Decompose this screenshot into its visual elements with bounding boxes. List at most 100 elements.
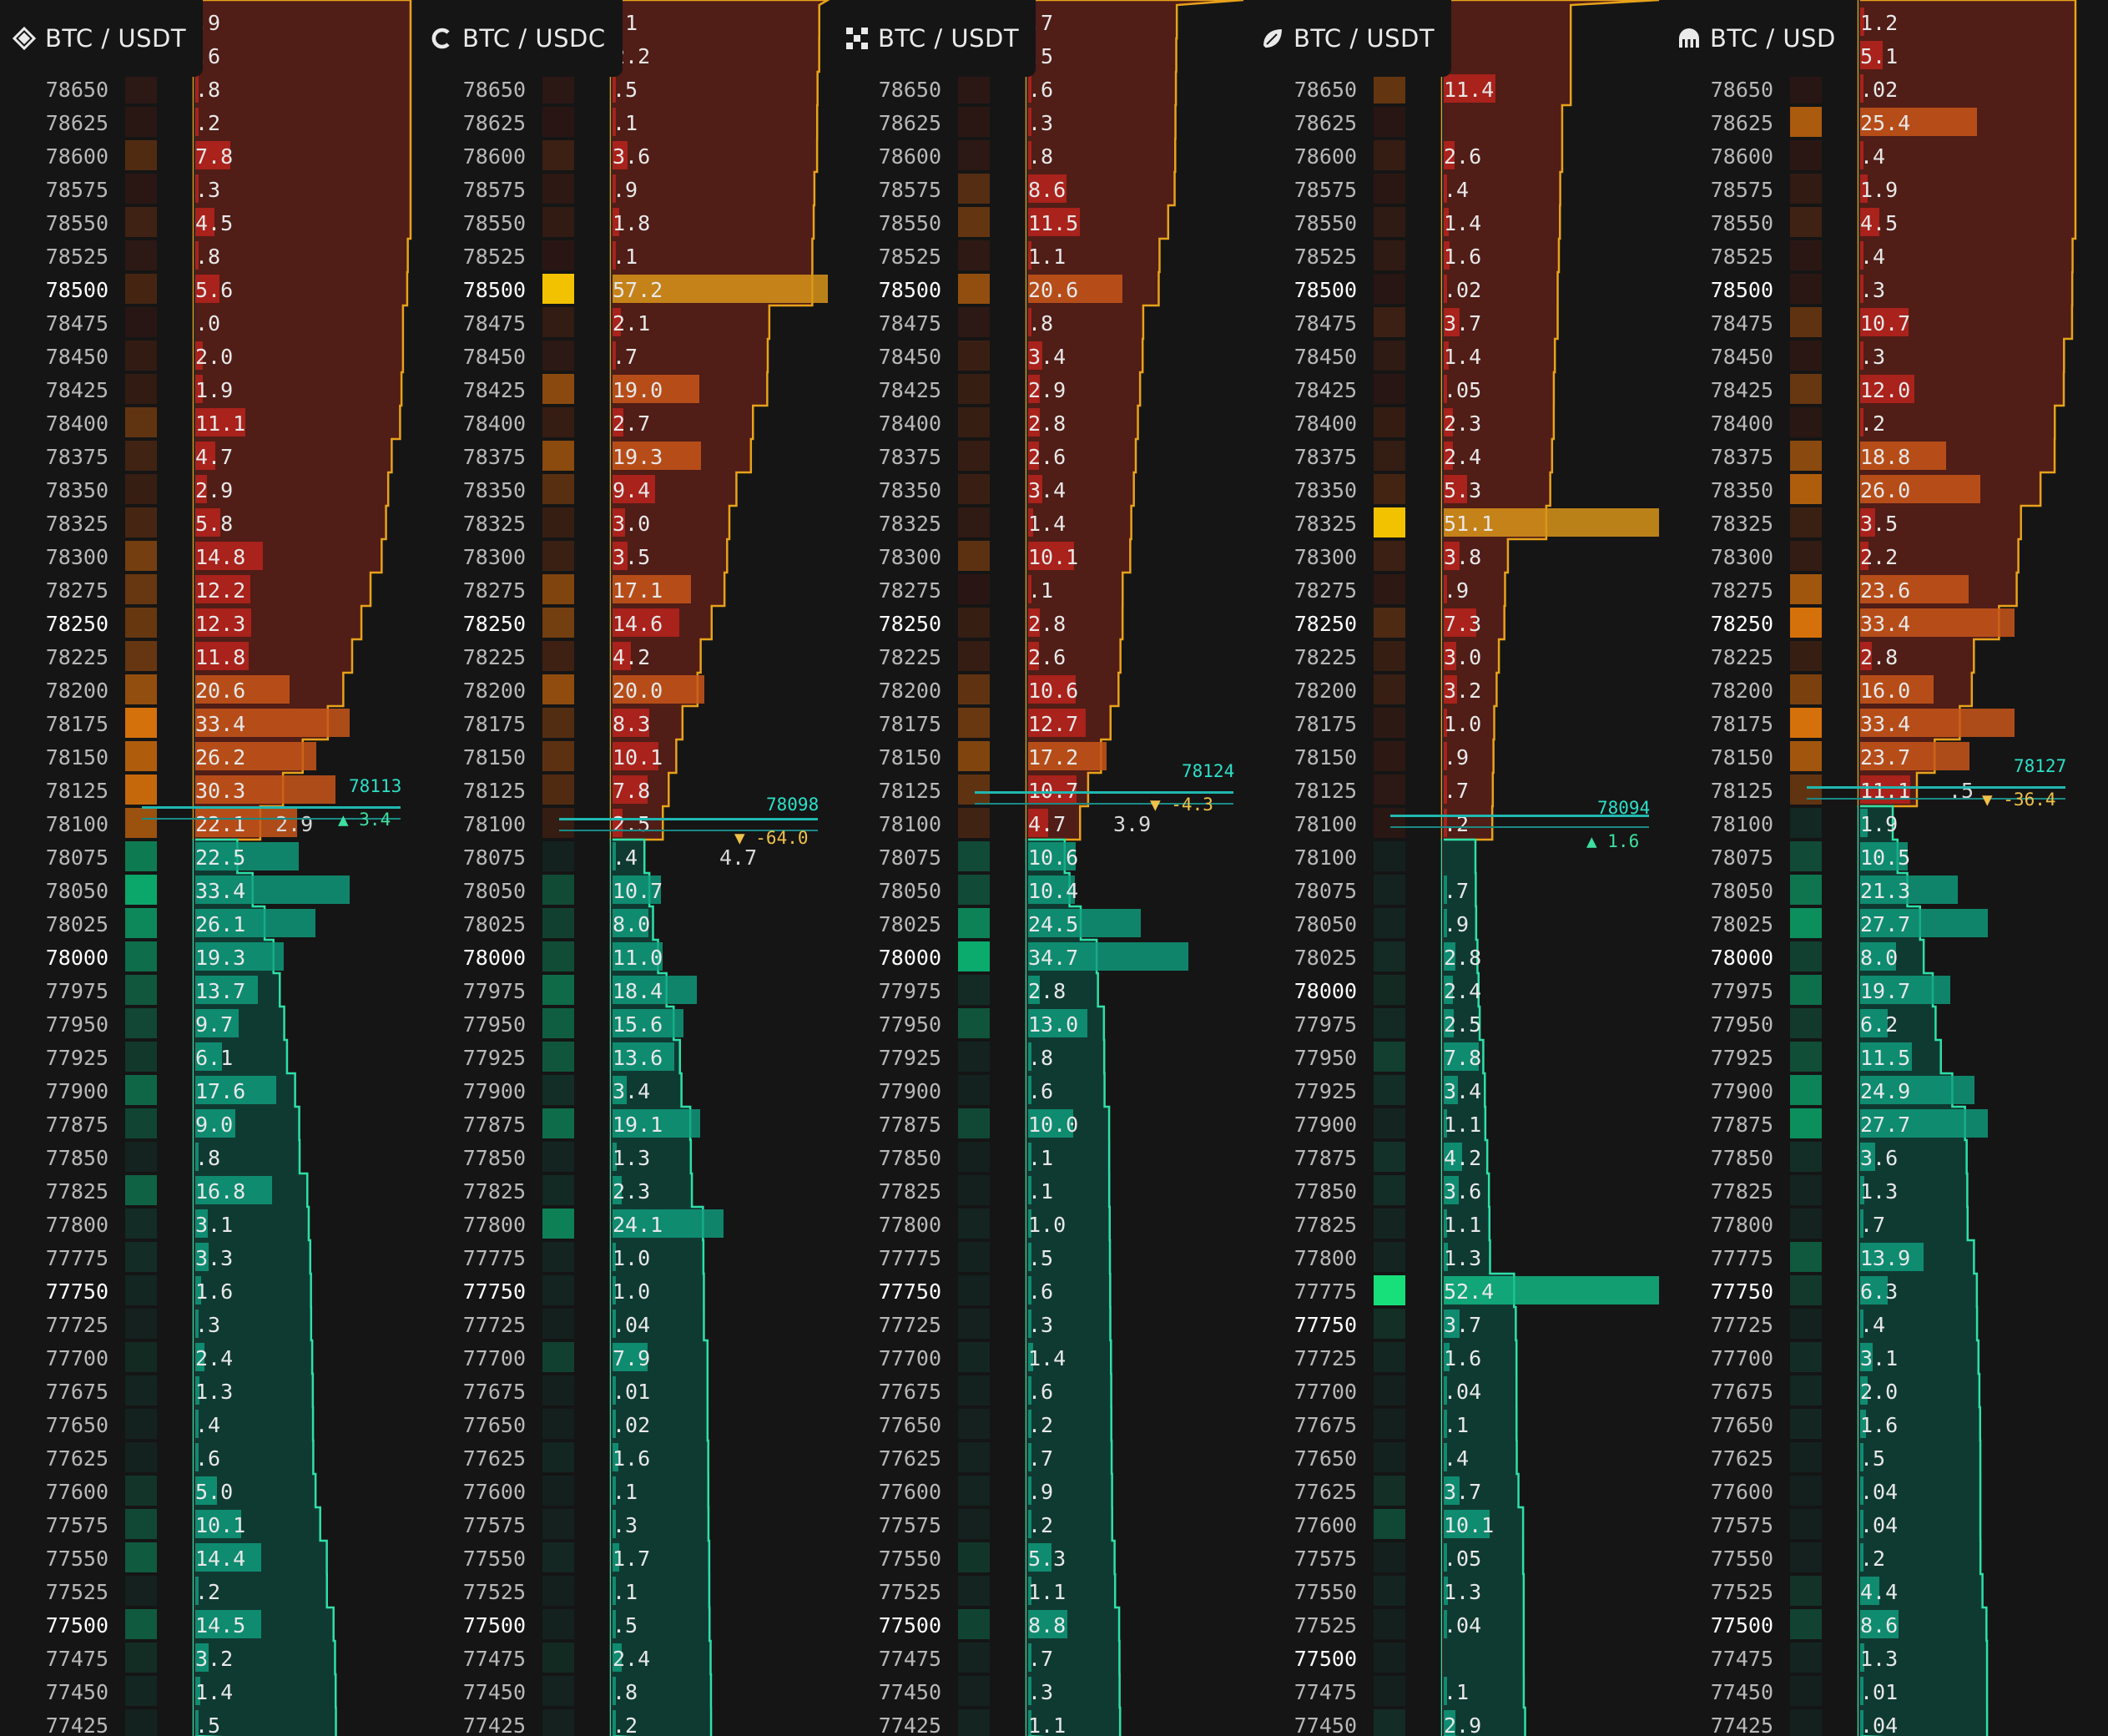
ask-level-row[interactable]: 78225 2.8 xyxy=(1665,639,2080,673)
bid-level-row[interactable]: 78050 .9 xyxy=(1248,906,1664,940)
bid-level-row[interactable]: 77525 .1 xyxy=(417,1574,833,1607)
ask-level-row[interactable]: 78325 3.0 xyxy=(417,506,833,539)
ask-level-row[interactable]: 78275 12.2 xyxy=(0,573,416,606)
bid-level-row[interactable]: 77675 2.0 xyxy=(1665,1374,2080,1407)
bid-level-row[interactable]: 78025 27.7 xyxy=(1665,906,2080,940)
bid-level-row[interactable]: 77550 14.4 xyxy=(0,1541,416,1574)
ask-level-row[interactable]: 78350 5.3 xyxy=(1248,472,1664,506)
bid-level-row[interactable]: 77825 16.8 xyxy=(0,1173,416,1207)
bid-level-row[interactable]: 78050 10.7 xyxy=(417,873,833,906)
bid-level-row[interactable]: 77925 .8 xyxy=(833,1040,1248,1073)
bid-level-row[interactable]: 77550 1.3 xyxy=(1248,1574,1664,1607)
bid-level-row[interactable]: 77975 2.8 xyxy=(833,973,1248,1007)
ask-level-row[interactable]: 78425 1.9 xyxy=(0,372,416,406)
ask-level-row[interactable]: 78175 1.0 xyxy=(1248,706,1664,739)
ask-level-row[interactable]: 78125 30.3 xyxy=(0,773,416,806)
bid-level-row[interactable]: 77450 1.4 xyxy=(0,1674,416,1708)
bid-level-row[interactable]: 77750 6.3 xyxy=(1665,1274,2080,1307)
bid-level-row[interactable]: 77525 4.4 xyxy=(1665,1574,2080,1607)
ask-level-row[interactable]: 78400 2.3 xyxy=(1248,406,1664,439)
bid-level-row[interactable]: 77625 .5 xyxy=(1665,1441,2080,1474)
ask-level-row[interactable]: 78600 7.8 xyxy=(0,139,416,172)
bid-level-row[interactable]: 78000 34.7 xyxy=(833,940,1248,973)
ask-level-row[interactable]: 78525 1.1 xyxy=(833,239,1248,272)
bid-level-row[interactable]: 77675 .1 xyxy=(1248,1407,1664,1441)
ask-level-row[interactable]: 78200 16.0 xyxy=(1665,673,2080,706)
bid-level-row[interactable]: 77850 3.6 xyxy=(1665,1140,2080,1173)
bid-level-row[interactable]: 77825 2.3 xyxy=(417,1173,833,1207)
bid-level-row[interactable]: 77625 1.6 xyxy=(417,1441,833,1474)
ask-level-row[interactable]: 78650 .02 xyxy=(1665,72,2080,105)
bid-level-row[interactable]: 77700 7.9 xyxy=(417,1340,833,1374)
bid-level-row[interactable]: 77975 19.7 xyxy=(1665,973,2080,1007)
bid-level-row[interactable]: 78000 19.3 xyxy=(0,940,416,973)
bid-level-row[interactable]: 77475 .7 xyxy=(833,1641,1248,1674)
bid-level-row[interactable]: 77550 .2 xyxy=(1665,1541,2080,1574)
bid-level-row[interactable]: 77475 .1 xyxy=(1248,1674,1664,1708)
ask-level-row[interactable]: 78125 7.8 xyxy=(417,773,833,806)
bid-level-row[interactable]: 77500 8.8 xyxy=(833,1607,1248,1641)
orderbook-panel[interactable]: 78700.1786752.278650.578625.1786003.6785… xyxy=(417,0,833,1736)
ask-level-row[interactable]: 78375 2.6 xyxy=(833,439,1248,472)
pair-header[interactable]: BTC / USD xyxy=(1665,0,1853,77)
ask-level-row[interactable]: 78275 17.1 xyxy=(417,573,833,606)
bid-level-row[interactable]: 77450 2.9 xyxy=(1248,1708,1664,1736)
ask-level-row[interactable]: 78525 .8 xyxy=(0,239,416,272)
ask-level-row[interactable]: 78275 .9 xyxy=(1248,573,1664,606)
ask-level-row[interactable]: 78600 3.6 xyxy=(417,139,833,172)
ask-level-row[interactable]: 78375 2.4 xyxy=(1248,439,1664,472)
ask-level-row[interactable]: 78625 xyxy=(1248,105,1664,139)
ask-level-row[interactable]: 78650 11.4 xyxy=(1248,72,1664,105)
ask-level-row[interactable]: 78500 5.6 xyxy=(0,272,416,305)
ask-level-row[interactable]: 78125 .7 xyxy=(1248,773,1664,806)
ask-level-row[interactable]: 78500 .02 xyxy=(1248,272,1664,305)
bid-level-row[interactable]: 77475 3.2 xyxy=(0,1641,416,1674)
bid-level-row[interactable]: 77925 6.1 xyxy=(0,1040,416,1073)
ask-level-row[interactable]: 78225 3.0 xyxy=(1248,639,1664,673)
ask-level-row[interactable]: 78250 2.8 xyxy=(833,606,1248,639)
bid-level-row[interactable]: 77450 .01 xyxy=(1665,1674,2080,1708)
bid-level-row[interactable]: 77475 1.3 xyxy=(1665,1641,2080,1674)
bid-level-row[interactable]: 77600 .9 xyxy=(833,1474,1248,1507)
ask-level-row[interactable]: 78500 .3 xyxy=(1665,272,2080,305)
bid-level-row[interactable]: 77425 .04 xyxy=(1665,1708,2080,1736)
ask-level-row[interactable]: 78625 .2 xyxy=(0,105,416,139)
ask-level-row[interactable]: 78475 2.1 xyxy=(417,305,833,339)
bid-level-row[interactable]: 77500 8.6 xyxy=(1665,1607,2080,1641)
ask-level-row[interactable]: 78350 9.4 xyxy=(417,472,833,506)
bid-level-row[interactable]: 77775 .5 xyxy=(833,1240,1248,1274)
ask-level-row[interactable]: 78475 10.7 xyxy=(1665,305,2080,339)
ask-level-row[interactable]: 78250 14.6 xyxy=(417,606,833,639)
ask-level-row[interactable]: 78300 3.8 xyxy=(1248,539,1664,573)
bid-level-row[interactable]: 77725 .4 xyxy=(1665,1307,2080,1340)
ask-level-row[interactable]: 78475 .0 xyxy=(0,305,416,339)
ask-level-row[interactable]: 78275 23.6 xyxy=(1665,573,2080,606)
ask-level-row[interactable]: 78350 3.4 xyxy=(833,472,1248,506)
bid-level-row[interactable]: 78025 8.0 xyxy=(417,906,833,940)
bid-level-row[interactable]: 77800 .7 xyxy=(1665,1207,2080,1240)
bid-level-row[interactable]: 77750 1.6 xyxy=(0,1274,416,1307)
bid-level-row[interactable]: 77975 13.7 xyxy=(0,973,416,1007)
ask-level-row[interactable]: 78300 3.5 xyxy=(417,539,833,573)
bid-level-row[interactable]: 77575 .04 xyxy=(1665,1507,2080,1541)
ask-level-row[interactable]: 78125 10.7 xyxy=(833,773,1248,806)
bid-level-row[interactable]: 77875 9.0 xyxy=(0,1107,416,1140)
orderbook-panel[interactable]: 78700.778675.578650.678625.378600.878575… xyxy=(833,0,1248,1736)
ask-level-row[interactable]: 78200 20.0 xyxy=(417,673,833,706)
ask-level-row[interactable]: 78525 1.6 xyxy=(1248,239,1664,272)
bid-level-row[interactable]: 77425 .2 xyxy=(417,1708,833,1736)
ask-level-row[interactable]: 78400 11.1 xyxy=(0,406,416,439)
ask-level-row[interactable]: 78175 12.7 xyxy=(833,706,1248,739)
ask-level-row[interactable]: 78175 33.4 xyxy=(0,706,416,739)
ask-level-row[interactable]: 78250 33.4 xyxy=(1665,606,2080,639)
ask-level-row[interactable]: 78425 19.0 xyxy=(417,372,833,406)
ask-level-row[interactable]: 78575 .9 xyxy=(417,172,833,205)
bid-level-row[interactable]: 77875 4.2 xyxy=(1248,1140,1664,1173)
bid-level-row[interactable]: 77725 1.6 xyxy=(1248,1340,1664,1374)
bid-level-row[interactable]: 77525 1.1 xyxy=(833,1574,1248,1607)
ask-level-row[interactable]: 78450 .7 xyxy=(417,339,833,372)
bid-level-row[interactable]: 77775 1.0 xyxy=(417,1240,833,1274)
bid-level-row[interactable]: 77850 3.6 xyxy=(1248,1173,1664,1207)
bid-level-row[interactable]: 77875 10.0 xyxy=(833,1107,1248,1140)
bid-level-row[interactable]: 77800 1.3 xyxy=(1248,1240,1664,1274)
